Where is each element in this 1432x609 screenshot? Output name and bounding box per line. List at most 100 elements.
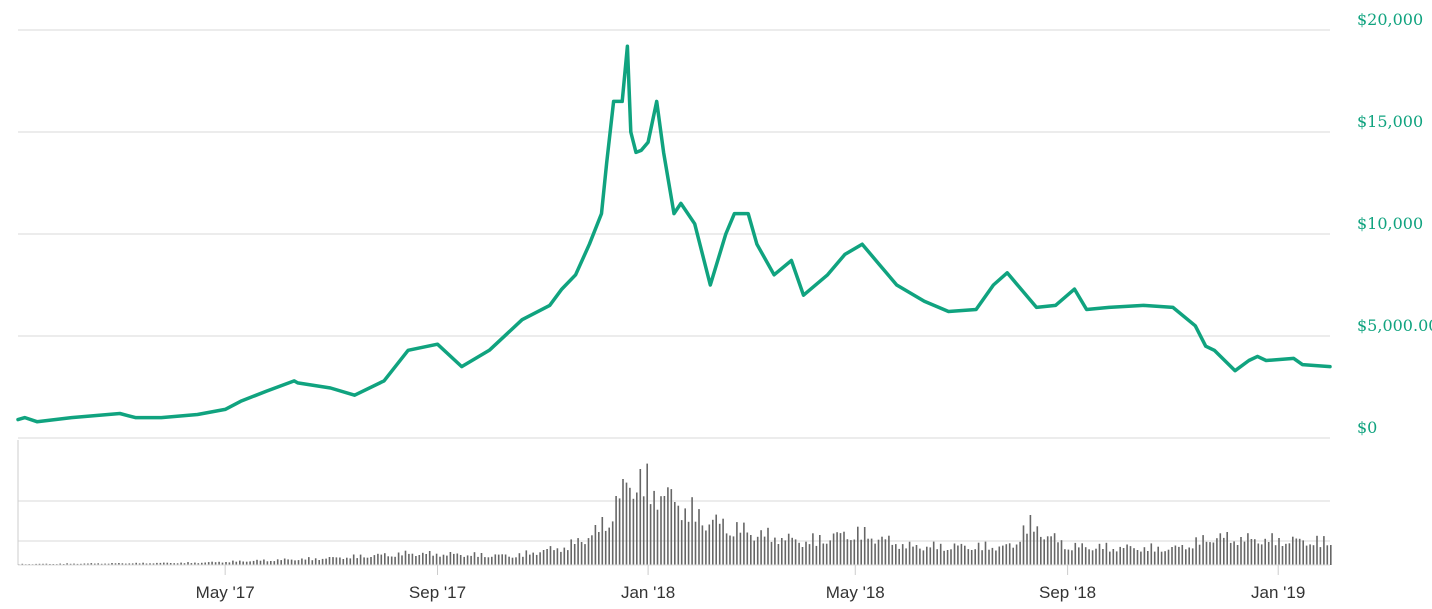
volume-bar bbox=[356, 558, 358, 565]
x-axis: May '17 Sep '17 Jan '18 May '18 Sep '18 Jan '… bbox=[196, 565, 1305, 602]
volume-bar bbox=[245, 561, 248, 565]
volume-bar bbox=[888, 535, 890, 565]
volume-bar bbox=[725, 533, 728, 565]
volume-bar bbox=[87, 563, 89, 565]
volume-bar bbox=[525, 550, 528, 565]
volume-bar bbox=[187, 562, 189, 565]
volume-bar bbox=[1178, 546, 1180, 565]
volume-bar bbox=[563, 547, 566, 565]
volume-bar bbox=[770, 541, 773, 565]
volume-bar bbox=[228, 562, 231, 565]
price-series-line bbox=[16, 44, 1332, 424]
volume-bar bbox=[898, 548, 900, 565]
volume-bar bbox=[190, 563, 193, 565]
volume-bar bbox=[1229, 542, 1232, 565]
price-gridlines bbox=[18, 29, 1330, 439]
volume-bar bbox=[794, 539, 797, 565]
volume-bar bbox=[439, 556, 441, 565]
volume-bar bbox=[107, 563, 110, 565]
volume-bar bbox=[1019, 541, 1021, 565]
volume-bar bbox=[180, 562, 182, 565]
volume-bar bbox=[325, 558, 327, 565]
volume-bar bbox=[1195, 537, 1197, 565]
volume-bar bbox=[732, 536, 735, 565]
volume-bar bbox=[1209, 542, 1211, 565]
x-tick-label: Sep '17 bbox=[409, 583, 466, 602]
volume-bar bbox=[249, 561, 251, 565]
volume-bar bbox=[1012, 547, 1014, 565]
volume-bar bbox=[349, 558, 352, 565]
volume-bar bbox=[922, 550, 925, 565]
volume-bar bbox=[736, 522, 738, 565]
volume-bar bbox=[432, 555, 434, 565]
volume-bar bbox=[121, 563, 124, 565]
volume-bar bbox=[290, 559, 293, 565]
volume-bar bbox=[1226, 532, 1228, 565]
volume-bar bbox=[1185, 549, 1187, 565]
volume-bar bbox=[301, 558, 303, 565]
volume-bar bbox=[1236, 545, 1239, 565]
volume-bar bbox=[1040, 536, 1042, 565]
volume-bar bbox=[270, 561, 272, 565]
volume-bar bbox=[377, 553, 379, 565]
volume-bar bbox=[642, 496, 645, 565]
volume-bar bbox=[173, 563, 175, 565]
volume-bar bbox=[584, 544, 586, 565]
volume-bar bbox=[497, 554, 500, 565]
volume-bar bbox=[615, 496, 617, 565]
volume-bar bbox=[739, 532, 742, 565]
volume-bar bbox=[1060, 540, 1063, 565]
volume-bar bbox=[1046, 536, 1049, 565]
volume-bar bbox=[390, 556, 393, 565]
volume-bar bbox=[1074, 542, 1077, 565]
volume-bar bbox=[718, 523, 721, 565]
volume-bar bbox=[863, 527, 866, 565]
volume-bar bbox=[318, 560, 320, 565]
volume-bar bbox=[45, 563, 48, 565]
volume-bar bbox=[874, 543, 876, 565]
volume-bar bbox=[131, 563, 134, 565]
volume-bar bbox=[1288, 543, 1291, 565]
volume-bar bbox=[1216, 538, 1218, 565]
volume-bar bbox=[1112, 549, 1115, 565]
volume-bar bbox=[722, 518, 724, 565]
volume-bar bbox=[418, 555, 421, 565]
volume-bar bbox=[981, 550, 983, 565]
volume-bar bbox=[1305, 545, 1308, 565]
volume-bar bbox=[197, 563, 200, 565]
volume-bar bbox=[1171, 547, 1173, 565]
volume-bar bbox=[767, 527, 769, 565]
y-tick-label: $15,000 bbox=[1357, 112, 1423, 131]
volume-bar bbox=[104, 563, 106, 565]
volume-bar bbox=[484, 557, 486, 565]
volume-bar bbox=[363, 557, 365, 565]
volume-bar bbox=[280, 560, 282, 565]
volume-bar bbox=[459, 555, 462, 565]
volume-bar bbox=[1136, 550, 1139, 565]
volume-bar bbox=[425, 554, 427, 565]
volume-bar bbox=[715, 514, 717, 565]
volume-bar bbox=[138, 563, 141, 565]
volume-bar bbox=[359, 554, 362, 565]
volume-bar bbox=[625, 482, 628, 565]
volume-bar bbox=[1271, 533, 1273, 565]
volume-bar bbox=[252, 560, 255, 565]
volume-bar bbox=[156, 562, 158, 565]
volume-bar bbox=[567, 550, 569, 565]
volume-bar bbox=[1285, 543, 1287, 565]
volume-bar bbox=[1002, 545, 1004, 565]
volume-bar bbox=[680, 520, 683, 565]
volume-bar bbox=[881, 536, 883, 565]
volume-bar bbox=[1133, 548, 1135, 565]
volume-bar bbox=[94, 563, 96, 565]
volume-bar bbox=[380, 554, 383, 565]
volume-bar bbox=[549, 546, 552, 565]
volume-bar bbox=[646, 463, 648, 565]
volume-bar bbox=[1264, 538, 1266, 565]
volume-bar bbox=[1119, 546, 1121, 565]
volume-bar bbox=[587, 538, 590, 565]
volume-bar bbox=[214, 562, 217, 565]
volume-bar bbox=[207, 562, 210, 565]
volume-bar bbox=[194, 562, 196, 565]
volume-bar bbox=[221, 562, 224, 565]
